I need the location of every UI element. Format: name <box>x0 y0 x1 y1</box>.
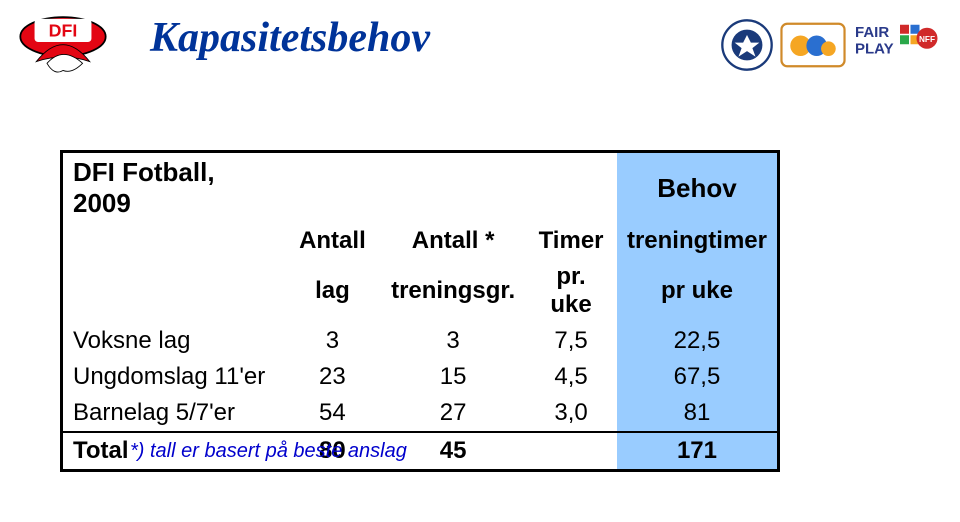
row-label: Voksne lag <box>62 323 284 359</box>
row-label: Ungdomslag 11'er <box>62 359 284 395</box>
total-val: 171 <box>617 432 779 471</box>
header-antall-lag-1: Antall <box>284 223 381 259</box>
row-val: 23 <box>284 359 381 395</box>
row-val: 15 <box>381 359 525 395</box>
header-treningtimer-2: pr uke <box>617 259 779 323</box>
header-antall-lag-2: lag <box>284 259 381 323</box>
row-val: 7,5 <box>525 323 617 359</box>
row-val: 81 <box>617 395 779 432</box>
table-row: Voksne lag 3 3 7,5 22,5 <box>62 323 779 359</box>
row-val: 22,5 <box>617 323 779 359</box>
table-row: Barnelag 5/7'er 54 27 3,0 81 <box>62 395 779 432</box>
logo-dfi: DFI <box>18 10 108 90</box>
capacity-table: DFI Fotball, 2009 Behov Antall Antall * … <box>60 150 780 472</box>
page-title: Kapasitetsbehov <box>150 14 430 62</box>
svg-text:FAIR: FAIR <box>855 24 889 41</box>
row-val: 3,0 <box>525 395 617 432</box>
row-val: 4,5 <box>525 359 617 395</box>
logo-nff-fairplay: FAIR PLAY NFF <box>682 10 942 80</box>
row-val: 27 <box>381 395 525 432</box>
row-val: 54 <box>284 395 381 432</box>
row-val: 67,5 <box>617 359 779 395</box>
row-val: 3 <box>381 323 525 359</box>
header-timer-2: pr. uke <box>525 259 617 323</box>
row-label: Barnelag 5/7'er <box>62 395 284 432</box>
svg-text:NFF: NFF <box>919 35 935 44</box>
row-val: 3 <box>284 323 381 359</box>
table-title: DFI Fotball, 2009 <box>62 152 284 224</box>
header-antall-grp-1: Antall * <box>381 223 525 259</box>
header-behov: Behov <box>617 152 779 224</box>
svg-text:DFI: DFI <box>49 21 78 41</box>
header-treningtimer-1: treningtimer <box>617 223 779 259</box>
table-row: Ungdomslag 11'er 23 15 4,5 67,5 <box>62 359 779 395</box>
total-val <box>525 432 617 471</box>
footnote: *) tall er basert på beste anslag <box>130 440 407 463</box>
header-antall-grp-2: treningsgr. <box>381 259 525 323</box>
svg-text:PLAY: PLAY <box>855 40 894 57</box>
header-timer-1: Timer <box>525 223 617 259</box>
